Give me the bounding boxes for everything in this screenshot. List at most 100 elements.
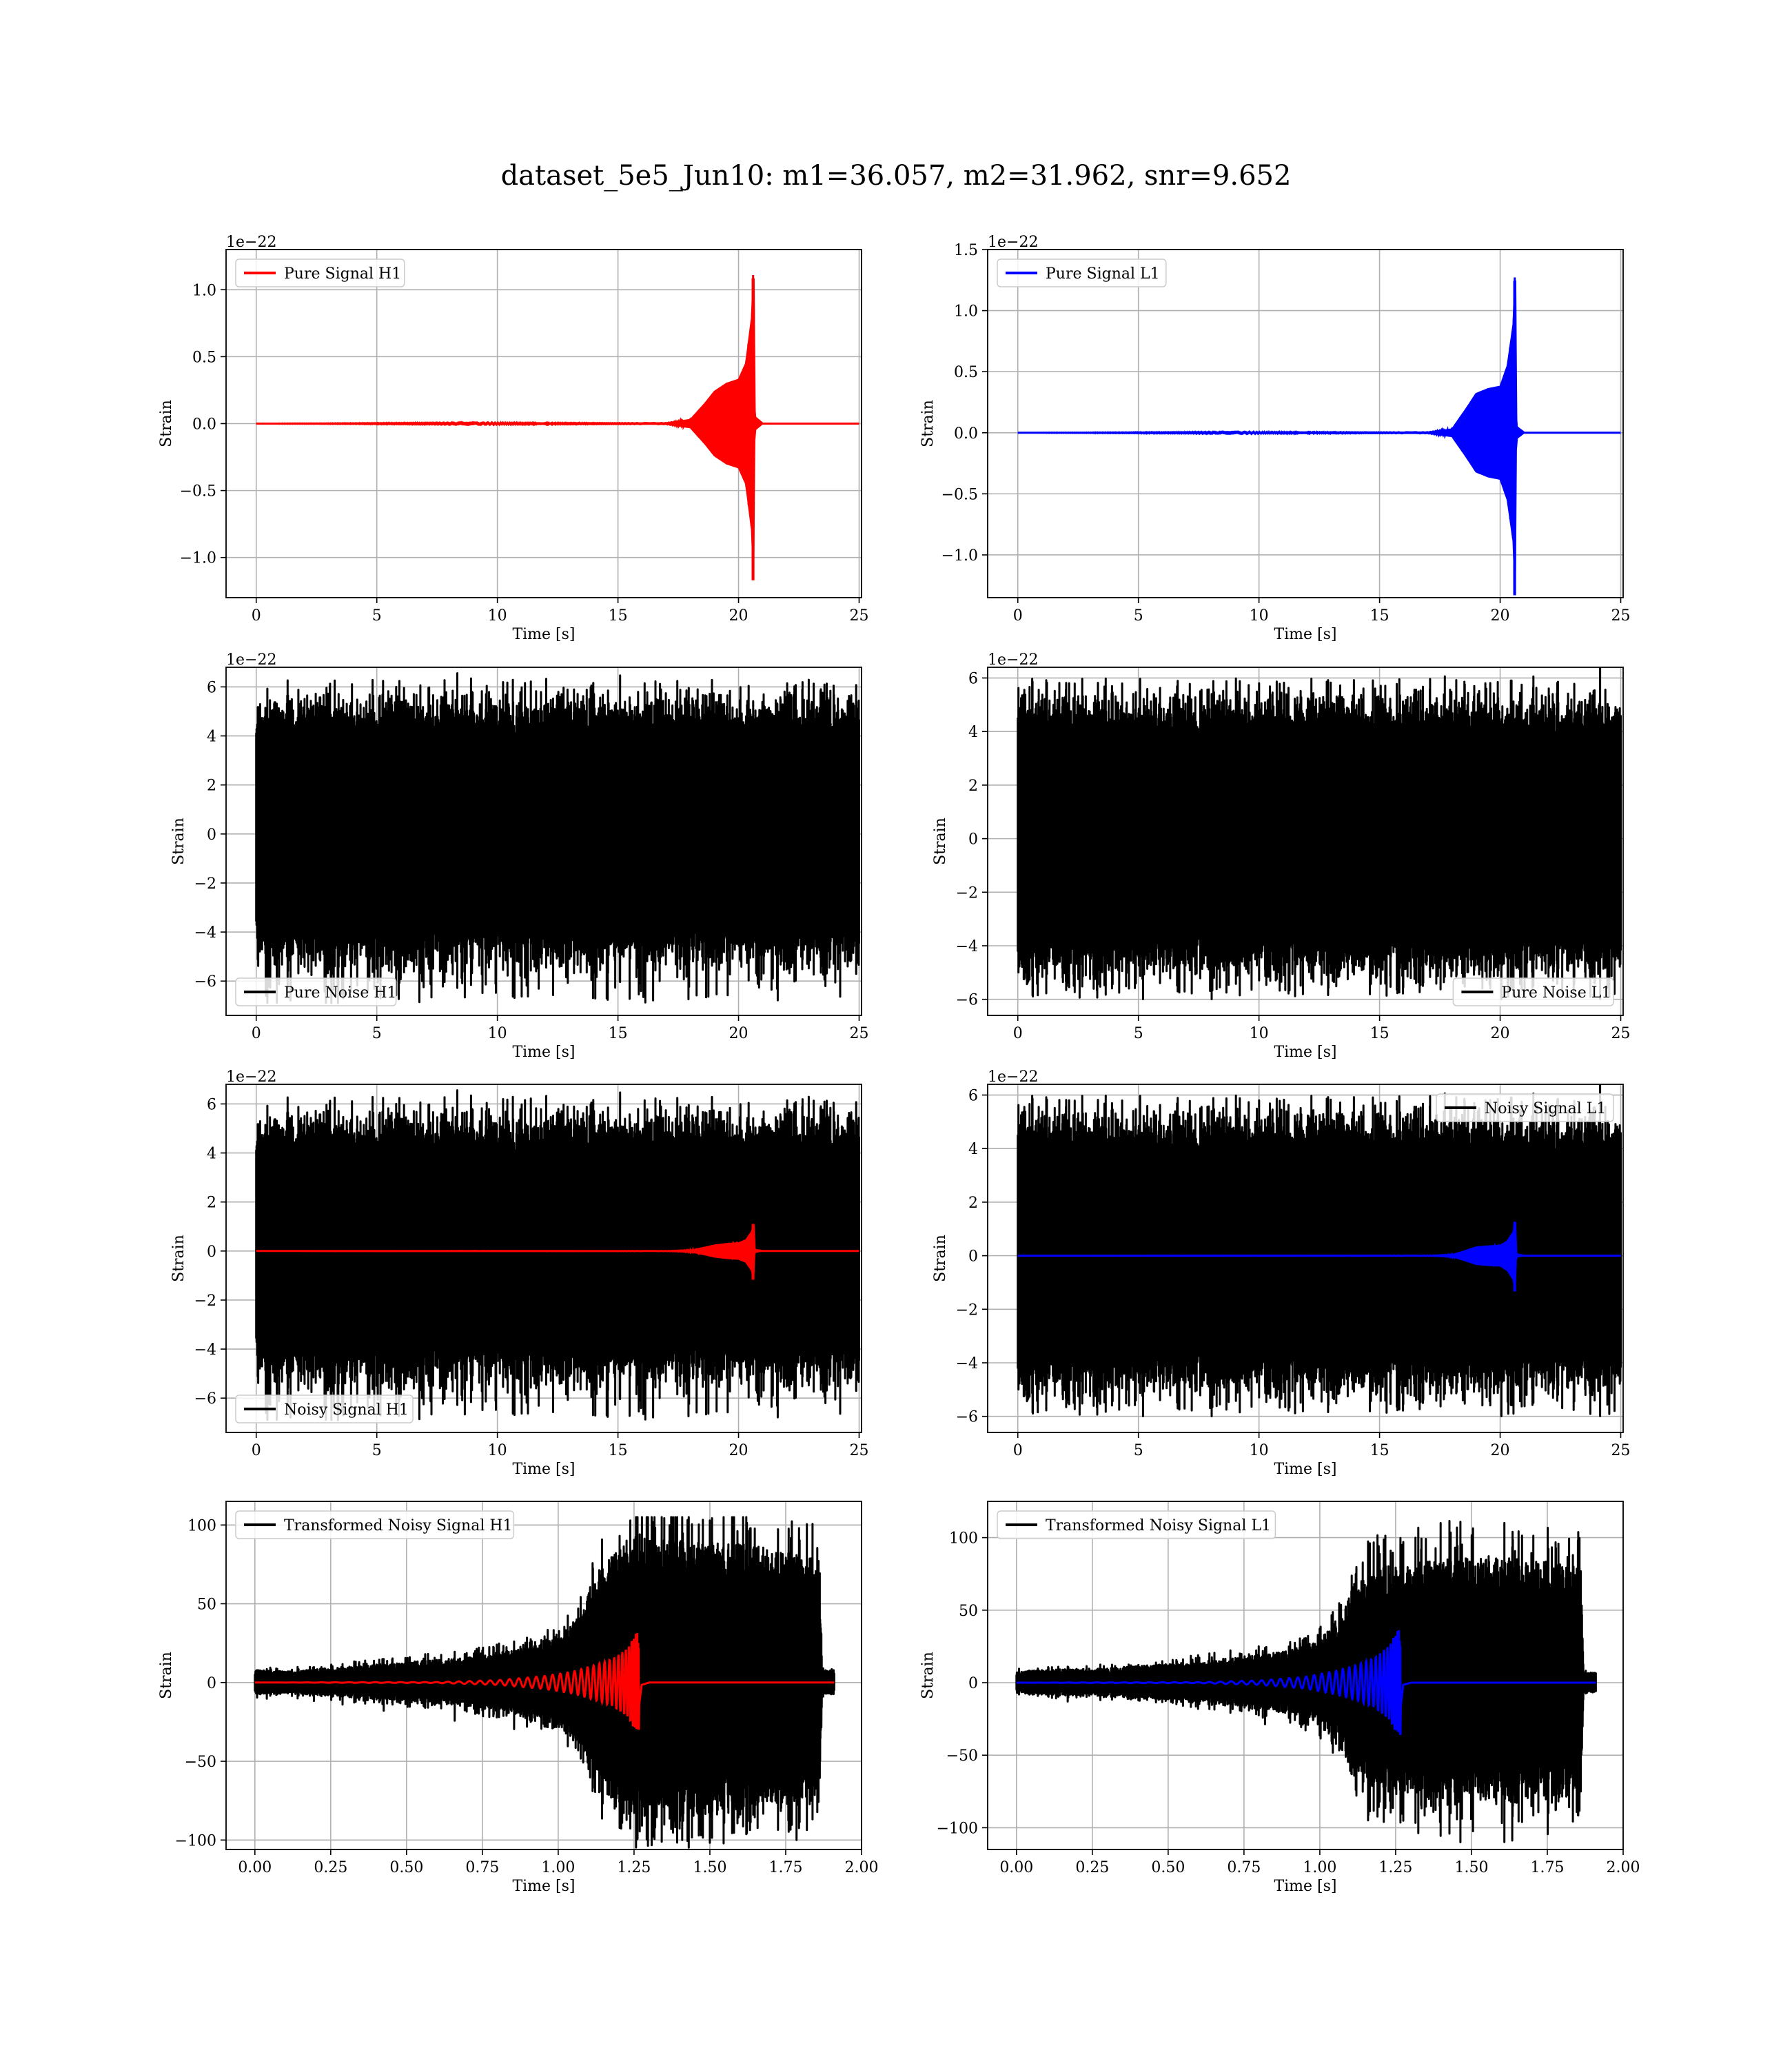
subplot-pure-signal-l1: 0 5 10 15 20 25 −1.0 −0.5 0.0 0.5 1.0 1.5 Time [s] St…: [919, 234, 1631, 643]
y-tick-label: 1.5: [954, 242, 978, 259]
x-tick-label: 0: [252, 1442, 261, 1459]
x-tick-label: 1.25: [1378, 1859, 1412, 1876]
series-noisy-signal-h1: [255, 1089, 860, 1421]
y-tick-label: −50: [185, 1754, 216, 1771]
legend-label: Pure Signal H1: [284, 265, 401, 283]
x-tick-label: 10: [488, 607, 507, 625]
y-tick-label: 0.5: [954, 364, 978, 381]
x-tick-label: 25: [1611, 1025, 1631, 1042]
legend-box: [997, 258, 1167, 287]
axes-frame: [225, 1084, 862, 1433]
x-tick-label: 20: [1491, 1025, 1510, 1042]
y-tick-label: −0.5: [941, 486, 978, 503]
x-tick-label: 20: [1491, 1442, 1510, 1459]
x-tick-label: 20: [729, 1025, 749, 1042]
y-tick-label: 2: [968, 1195, 978, 1212]
y-offset-label: 1e−22: [988, 1068, 1038, 1086]
legend: Pure Signal H1: [235, 258, 405, 287]
legend-box: [1452, 977, 1614, 1006]
subplot-noisy-signal-h1: 0 5 10 15 20 25 −6 −4 −2 0 2 4 6 Time [s] Strain 1e−22 N…: [170, 1068, 869, 1478]
x-tick-label: 1.50: [1454, 1859, 1488, 1876]
x-axis-label: Time [s]: [1274, 1044, 1336, 1061]
series-envelope: [1017, 1221, 1621, 1290]
y-tick-label: 4: [968, 724, 978, 741]
y-tick-label: 0: [207, 1675, 216, 1692]
x-tick-label: 10: [1250, 1442, 1269, 1459]
y-tick-label: −4: [956, 938, 978, 955]
y-tick-label: 1.0: [192, 282, 216, 299]
y-tick-label: 6: [968, 1088, 978, 1105]
x-tick-label: 0.75: [465, 1859, 499, 1876]
x-tick-label: 0.50: [1151, 1859, 1185, 1876]
y-tick-label: 1.0: [954, 303, 978, 321]
y-offset-label: 1e−22: [226, 1068, 276, 1086]
x-tick-label: 5: [372, 1025, 382, 1042]
series-envelope: [1017, 280, 1621, 585]
subplot-pure-signal-h1: 0 5 10 15 20 25 −1.0 −0.5 0.0 0.5 1.0 Time [s] Strai…: [158, 234, 869, 643]
subplot-pure-noise-h1: 0 5 10 15 20 25 −6 −4 −2 0 2 4 6 Time [s] Strain 1e−22 P…: [170, 651, 869, 1061]
x-tick-label: 20: [1491, 607, 1510, 625]
y-tick-label: 2: [968, 778, 978, 795]
x-tick-label: 5: [372, 1442, 382, 1459]
series-transformed-noisy-signal-l1: [1015, 1520, 1597, 1843]
subplot-transformed-noisy-signal-h1: 0.00 0.25 0.50 0.75 1.00 1.25 1.50 1.75 2.00 −100…: [158, 1501, 878, 1895]
y-tick-label: −6: [194, 973, 216, 991]
series-pure-signal-h1: [256, 274, 859, 580]
y-tick-label: 2: [207, 1195, 216, 1212]
y-tick-label: −4: [194, 924, 216, 942]
x-tick-label: 5: [1134, 1442, 1143, 1459]
y-tick-label: −100: [175, 1832, 216, 1849]
series-trace: [1017, 1084, 1622, 1418]
y-tick-label: −6: [956, 1409, 978, 1426]
y-tick-label: 6: [968, 671, 978, 688]
x-axis-label: Time [s]: [1274, 626, 1336, 643]
x-tick-label: 10: [1250, 607, 1269, 625]
x-tick-label: 1.75: [1530, 1859, 1564, 1876]
x-tick-label: 0.00: [238, 1859, 272, 1876]
y-tick-label: 2: [207, 778, 216, 795]
series-noisy-signal-l1: [1017, 1084, 1622, 1418]
x-tick-label: 0.75: [1227, 1859, 1261, 1876]
x-tick-label: 0: [252, 1025, 261, 1042]
y-axis-label: Strain: [932, 1235, 949, 1282]
legend-label: Pure Noise H1: [284, 984, 397, 1002]
legend-box: [235, 977, 397, 1006]
x-tick-label: 1.25: [617, 1859, 651, 1876]
x-tick-label: 25: [850, 607, 869, 625]
legend-box: [235, 1510, 515, 1539]
y-tick-label: 0: [207, 1244, 216, 1261]
y-tick-label: −6: [194, 1390, 216, 1408]
x-tick-label: 15: [1370, 1442, 1389, 1459]
x-tick-label: 15: [1370, 607, 1389, 625]
x-tick-label: 1.75: [768, 1859, 802, 1876]
x-tick-label: 25: [850, 1442, 869, 1459]
y-tick-label: −2: [956, 884, 978, 902]
legend: Transformed Noisy Signal H1: [235, 1510, 515, 1539]
x-tick-label: 10: [1250, 1025, 1269, 1042]
y-offset-label: 1e−22: [226, 234, 276, 251]
x-tick-label: 0.25: [1075, 1859, 1109, 1876]
plot-area: [1015, 1520, 1597, 1843]
x-tick-label: 20: [729, 1442, 749, 1459]
y-tick-label: 0.0: [954, 425, 978, 443]
y-tick-label: −6: [956, 992, 978, 1009]
x-tick-label: 0.50: [389, 1859, 423, 1876]
axes-frame: [987, 1501, 1624, 1850]
x-tick-label: 20: [729, 607, 749, 625]
legend-box: [1436, 1093, 1614, 1122]
legend-box: [235, 258, 405, 287]
y-tick-label: 6: [207, 679, 216, 696]
y-tick-label: 50: [197, 1596, 216, 1614]
legend: Noisy Signal L1: [1436, 1093, 1614, 1122]
y-tick-label: 4: [968, 1141, 978, 1158]
axes-frame: [987, 249, 1624, 598]
x-tick-label: 25: [1611, 607, 1631, 625]
legend-label: Noisy Signal H1: [284, 1401, 409, 1419]
series-trace: [254, 1516, 835, 1849]
legend-label: Pure Signal L1: [1046, 265, 1160, 283]
y-offset-label: 1e−22: [988, 234, 1038, 251]
y-tick-label: −1.0: [941, 547, 978, 565]
y-tick-label: 0: [968, 1248, 978, 1266]
